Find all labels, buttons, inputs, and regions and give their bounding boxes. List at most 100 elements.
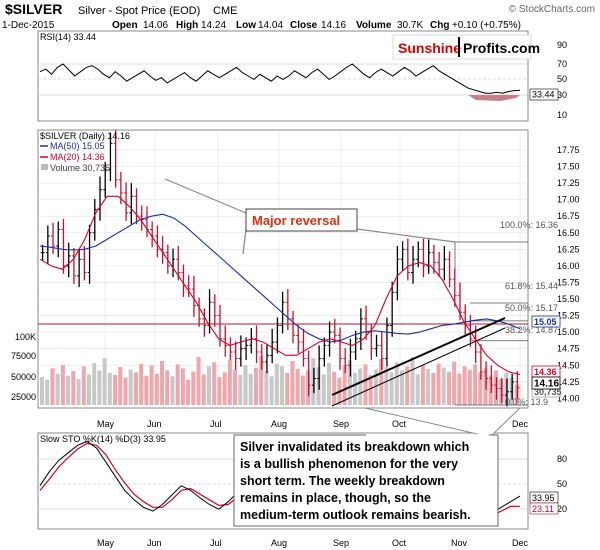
volume-bar xyxy=(71,371,76,405)
volume-bar xyxy=(269,376,274,405)
volume-bar xyxy=(295,369,300,405)
month-label: Sep xyxy=(333,538,349,548)
volume-bar xyxy=(300,375,305,405)
volume-bar xyxy=(400,370,405,405)
rsi-tick-10: 10 xyxy=(557,110,567,120)
price-tick-label: 14.50 xyxy=(557,360,580,370)
month-label: May xyxy=(97,538,115,548)
price-tick-label: 14.25 xyxy=(557,377,580,387)
volume-bar xyxy=(431,373,436,405)
volume-bar xyxy=(107,373,112,405)
logo-part-profits: Profits.com xyxy=(463,40,540,56)
volume-bar xyxy=(55,373,60,405)
commentary-callout: Silver invalidated its breakdown which i… xyxy=(233,407,522,527)
major-reversal-annotation: Major reversal xyxy=(252,213,340,228)
commentary-line-2: is a bullish phenomenon for the very xyxy=(240,457,458,471)
fib-label-100: 100.0%: 16.36 xyxy=(500,220,558,230)
volume-bar xyxy=(321,374,326,405)
high-label: High xyxy=(176,20,198,31)
volume-badge: 30,735 xyxy=(534,387,562,397)
volume-bar xyxy=(285,373,290,405)
volume-bar xyxy=(86,374,91,405)
month-label: Sep xyxy=(333,419,349,429)
price-tick-label: 14.00 xyxy=(557,393,580,403)
volume-bar xyxy=(170,376,175,405)
volume-bar xyxy=(457,373,462,405)
volume-bar xyxy=(123,377,128,405)
price-tick-label: 17.00 xyxy=(557,195,580,205)
volume-bar xyxy=(97,370,102,405)
volume-bar xyxy=(222,372,227,405)
sto-tick-20: 20 xyxy=(557,504,567,514)
price-tick-label: 17.75 xyxy=(557,145,580,155)
sto-tick-50: 50 xyxy=(557,479,567,489)
rsi-oversold-fill xyxy=(468,95,520,101)
reversal-pointer-2 xyxy=(242,228,247,255)
volume-bar xyxy=(191,371,196,405)
volume-bar xyxy=(133,372,138,405)
volume-bar xyxy=(405,366,410,405)
commentary-line-1: Silver invalidated its breakdown which xyxy=(240,440,469,454)
volume-bar xyxy=(353,373,358,405)
volume-bar xyxy=(446,371,451,405)
volume-bar xyxy=(373,369,378,405)
commentary-text: Silver invalidated its breakdown which i… xyxy=(240,440,473,522)
volume-bar xyxy=(363,364,368,405)
price-tick-label: 16.00 xyxy=(557,261,580,271)
watermark: © StockCharts.com xyxy=(509,4,595,15)
volume-bar xyxy=(233,369,238,405)
volume-bar xyxy=(441,367,446,405)
reversal-pointer-3 xyxy=(356,228,456,243)
legend-ma50: MA(50) 15.05 xyxy=(50,141,105,151)
volume-bar xyxy=(201,374,206,405)
volume-bar xyxy=(426,369,431,405)
volume-bar xyxy=(478,372,483,405)
volume-bar xyxy=(128,369,133,405)
fib-label-50: 50.0%: 15.17 xyxy=(505,303,558,313)
volume-tick-75000: 75000 xyxy=(11,351,36,361)
rsi-label: RSI(14) 33.44 xyxy=(40,32,96,42)
low-label: Low xyxy=(236,20,256,31)
volume-bar xyxy=(452,361,457,405)
volume-bar xyxy=(113,375,118,405)
fib-label-0: 0.0%: 13.9 xyxy=(505,397,548,407)
volume-bar xyxy=(60,365,65,405)
volume-bar xyxy=(259,355,264,405)
commentary-line-3: short term. The weekly breakdown xyxy=(240,474,445,488)
ma50-line xyxy=(39,213,521,343)
volume-bar xyxy=(206,366,211,405)
volume-bar xyxy=(342,365,347,405)
legend-volume: Volume 30,735 xyxy=(50,163,110,173)
month-label: Jul xyxy=(210,419,222,429)
volume-bar xyxy=(280,366,285,405)
volume-tick-100k: 100K xyxy=(15,332,36,342)
volume-bar xyxy=(66,375,71,405)
volume-bar xyxy=(139,363,144,405)
logo-part-sunshine: Sunshine xyxy=(398,40,461,56)
month-label: Nov xyxy=(451,538,468,548)
price-tick-label: 15.00 xyxy=(557,327,580,337)
volume-bar xyxy=(384,367,389,405)
volume-bar xyxy=(332,371,337,405)
volume-bar xyxy=(462,366,467,405)
month-label: Aug xyxy=(271,538,287,548)
volume-bar xyxy=(50,368,55,405)
exchange-label: CME xyxy=(213,5,237,17)
volume-tick-25000: 25000 xyxy=(11,392,36,402)
price-legend: $SILVER (Daily) 14.16 MA(50) 15.05 MA(20… xyxy=(40,131,130,173)
close-value: 14.16 xyxy=(321,20,346,31)
close-badge: 14.16 xyxy=(534,379,559,390)
volume-bar xyxy=(410,357,415,405)
volume-bar xyxy=(165,370,170,405)
volume-bar xyxy=(76,379,81,405)
volume-bar xyxy=(243,365,248,405)
month-label: Jul xyxy=(210,538,222,548)
volume-bar xyxy=(253,367,258,405)
commentary-line-5: medium-term outlook remains bearish. xyxy=(240,508,471,522)
fib-label-382: 38.2%: 14.87 xyxy=(505,325,558,335)
price-tick-label: 16.50 xyxy=(557,228,580,238)
price-tick-label: 14.75 xyxy=(557,344,580,354)
volume-bar xyxy=(420,365,425,405)
reversal-pointer-1 xyxy=(164,178,247,214)
volume-bar xyxy=(180,368,185,405)
